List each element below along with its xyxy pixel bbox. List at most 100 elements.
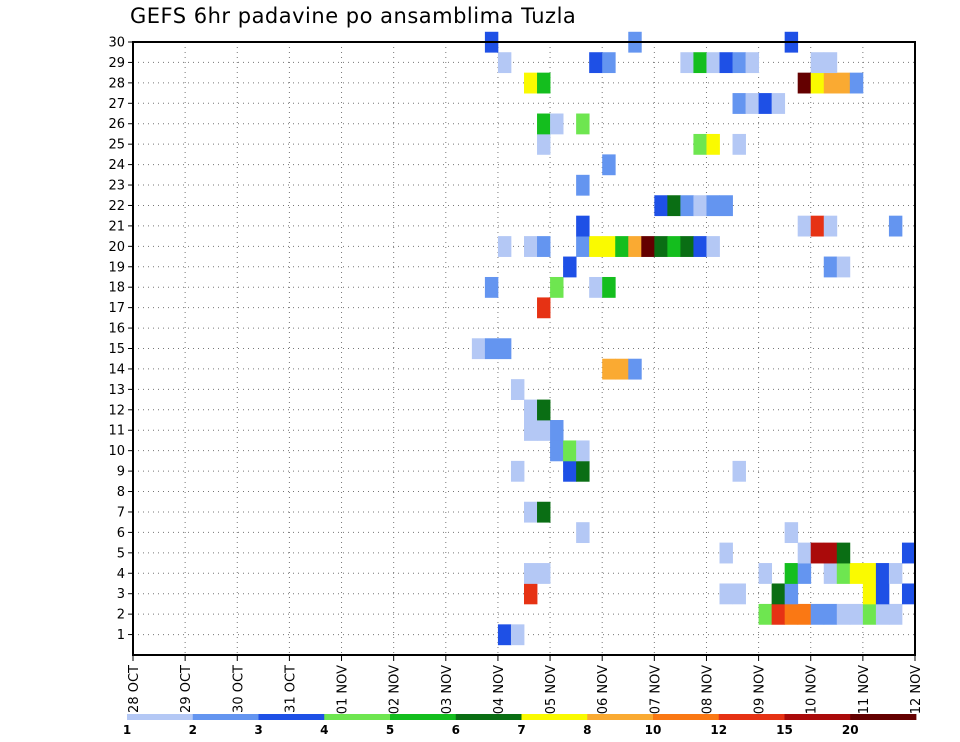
heatmap-cell — [888, 563, 903, 584]
heatmap-cell — [797, 215, 812, 237]
heatmap-cell — [484, 338, 499, 360]
heatmap-cell — [732, 93, 746, 114]
x-axis-ticks: 28 OCT 29 OCT 30 OCT 31 OCT 01 NOV 02 NOV 03 N… — [127, 655, 924, 714]
heatmap-cell — [471, 338, 486, 360]
heatmap-cell — [823, 563, 838, 584]
heatmap-cell — [563, 440, 577, 462]
x-tick-label: 05 NOV — [544, 665, 559, 714]
colorbar-swatch — [521, 714, 588, 720]
y-axis-ticks: 1234567891011121314151617181920212223242… — [108, 36, 133, 643]
heatmap-cell — [680, 236, 694, 257]
colorbar-label: 10 — [645, 723, 662, 737]
heatmap-cell — [576, 236, 590, 257]
heatmap-cell — [628, 236, 642, 257]
colorbar-swatch — [455, 714, 522, 720]
heatmap-cell — [719, 542, 733, 564]
x-tick-label: 07 NOV — [648, 665, 663, 714]
heatmap-cell — [550, 113, 564, 135]
heatmap-cells — [471, 31, 916, 646]
heatmap-cell — [576, 522, 590, 544]
colorbar-label: 12 — [710, 723, 727, 737]
y-tick-label: 22 — [108, 199, 125, 214]
heatmap-cell — [810, 215, 825, 237]
x-tick-label: 10 NOV — [805, 665, 820, 714]
y-tick-label: 29 — [108, 56, 125, 71]
heatmap-cell — [537, 563, 551, 584]
heatmap-cell — [524, 501, 538, 523]
colorbar-swatch — [850, 714, 917, 720]
colorbar-swatch — [390, 714, 457, 720]
heatmap-cell — [510, 624, 525, 646]
heatmap-cell — [602, 276, 616, 298]
x-tick-label: 11 NOV — [857, 665, 872, 714]
y-tick-label: 4 — [117, 567, 125, 582]
colorbar-swatch — [784, 714, 851, 720]
heatmap-cell — [537, 72, 551, 94]
y-tick-label: 25 — [108, 138, 125, 153]
heatmap-cell — [654, 195, 668, 217]
heatmap-cell — [550, 420, 564, 441]
heatmap-cell — [810, 603, 825, 625]
heatmap-cell — [706, 195, 720, 217]
colorbar-label: 5 — [386, 723, 394, 737]
heatmap-cell — [576, 113, 590, 135]
heatmap-cell — [888, 215, 903, 237]
heatmap-cell — [823, 72, 838, 94]
heatmap-cell — [497, 624, 512, 646]
y-tick-label: 11 — [108, 424, 125, 439]
y-tick-label: 17 — [108, 301, 125, 316]
y-tick-label: 6 — [117, 526, 125, 541]
heatmap-cell — [797, 72, 812, 94]
heatmap-cell — [810, 542, 825, 564]
heatmap-cell — [602, 236, 616, 257]
heatmap-cell — [693, 195, 707, 217]
heatmap-cell — [901, 583, 916, 605]
y-tick-label: 3 — [117, 587, 125, 602]
heatmap-cell — [875, 583, 890, 605]
heatmap-cell — [745, 93, 759, 114]
x-tick-label: 28 OCT — [127, 665, 142, 713]
heatmap-cell — [732, 460, 746, 482]
y-tick-label: 26 — [108, 117, 125, 132]
heatmap-cell — [524, 72, 538, 94]
heatmap-cell — [758, 93, 773, 114]
heatmap-cell — [628, 358, 642, 380]
heatmap-cell — [836, 542, 851, 564]
heatmap-cell — [510, 460, 525, 482]
y-tick-label: 14 — [108, 362, 125, 377]
y-tick-label: 23 — [108, 179, 125, 194]
heatmap-cell — [537, 236, 551, 257]
heatmap-cell — [771, 603, 786, 625]
heatmap-cell — [497, 338, 512, 360]
y-tick-label: 21 — [108, 219, 125, 234]
heatmap-cell — [576, 174, 590, 196]
y-tick-label: 8 — [117, 485, 125, 500]
heatmap-cell — [537, 501, 551, 523]
heatmap-cell — [836, 72, 851, 94]
y-tick-label: 30 — [108, 36, 125, 51]
x-tick-label: 06 NOV — [596, 665, 611, 714]
y-tick-label: 5 — [117, 546, 125, 561]
colorbar-swatch — [653, 714, 720, 720]
y-tick-label: 15 — [108, 342, 125, 357]
heatmap-cell — [732, 52, 746, 74]
heatmap-cell — [823, 542, 838, 564]
colorbar-label: 2 — [189, 723, 197, 737]
heatmap-cell — [784, 603, 799, 625]
heatmap-cell — [901, 542, 916, 564]
heatmap-cell — [537, 133, 551, 155]
heatmap-cell — [510, 379, 525, 400]
colorbar-swatch — [192, 714, 259, 720]
y-tick-label: 24 — [108, 158, 125, 173]
colorbar-label: 7 — [517, 723, 525, 737]
heatmap-cell — [784, 522, 799, 544]
colorbar-swatch — [258, 714, 325, 720]
heatmap-cell — [862, 603, 877, 625]
colorbar-label: 15 — [776, 723, 793, 737]
heatmap-cell — [537, 399, 551, 421]
x-tick-label: 08 NOV — [700, 665, 715, 714]
heatmap-cell — [576, 460, 590, 482]
colorbar-swatch — [718, 714, 785, 720]
heatmap-cell — [589, 52, 603, 74]
heatmap-cell — [823, 603, 838, 625]
